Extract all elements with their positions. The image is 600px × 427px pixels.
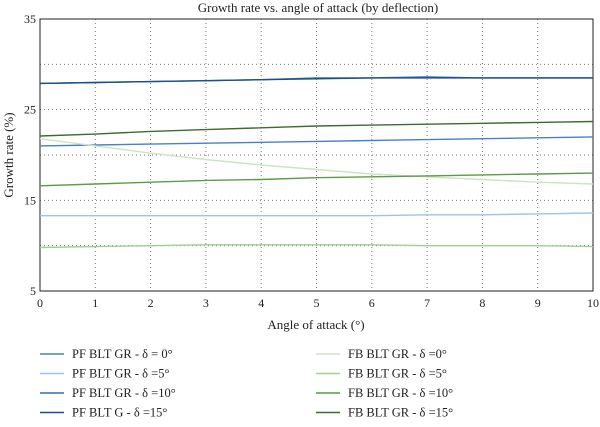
series-line <box>39 244 594 249</box>
legend-label: PF BLT G - δ =15° <box>72 406 167 420</box>
series-line <box>39 138 594 185</box>
x-tick-label: 7 <box>424 296 430 310</box>
y-axis-ticks: 5 15 25 35 <box>24 12 36 298</box>
y-axis-title: Growth rate (%) <box>1 112 16 197</box>
legend: PF BLT GR - δ = 0° PF BLT GR - δ =5° PF BL… <box>40 347 453 420</box>
x-tick-label: 4 <box>258 296 264 310</box>
series-line <box>39 77 593 85</box>
series-layer <box>39 76 594 249</box>
y-tick-label: 15 <box>24 193 36 207</box>
chart-title: Growth rate vs. angle of attack (by defl… <box>198 0 438 15</box>
x-tick-label: 0 <box>37 296 43 310</box>
grid <box>40 19 593 291</box>
legend-label: PF BLT GR - δ =5° <box>72 367 169 381</box>
y-tick-label: 25 <box>24 103 36 117</box>
y-tick-label: 35 <box>24 12 36 26</box>
legend-label: PF BLT GR - δ = 0° <box>72 347 173 361</box>
legend-label: PF BLT GR - δ =10° <box>72 386 176 400</box>
series-line <box>39 120 594 137</box>
x-tick-label: 1 <box>92 296 98 310</box>
x-tick-label: 9 <box>535 296 541 310</box>
x-axis-ticks: 0 1 2 3 4 5 6 7 8 9 10 <box>37 296 599 310</box>
legend-label: FB BLT GR - δ =0° <box>348 347 447 361</box>
x-tick-label: 8 <box>479 296 485 310</box>
legend-label: FB BLT GR - δ =5° <box>348 367 447 381</box>
x-tick-label: 10 <box>587 296 599 310</box>
x-tick-label: 2 <box>148 296 154 310</box>
x-tick-label: 6 <box>369 296 375 310</box>
x-axis-title: Angle of attack (°) <box>267 317 364 332</box>
series-line <box>40 212 594 217</box>
legend-label: FB BLT GR - δ =15° <box>348 406 453 420</box>
y-tick-label: 5 <box>30 284 36 298</box>
series-line <box>39 136 594 147</box>
legend-label: FB BLT GR - δ =10° <box>348 386 453 400</box>
x-tick-label: 3 <box>203 296 209 310</box>
x-tick-label: 5 <box>314 296 320 310</box>
plot-frame <box>39 18 594 292</box>
series-line <box>39 172 594 187</box>
